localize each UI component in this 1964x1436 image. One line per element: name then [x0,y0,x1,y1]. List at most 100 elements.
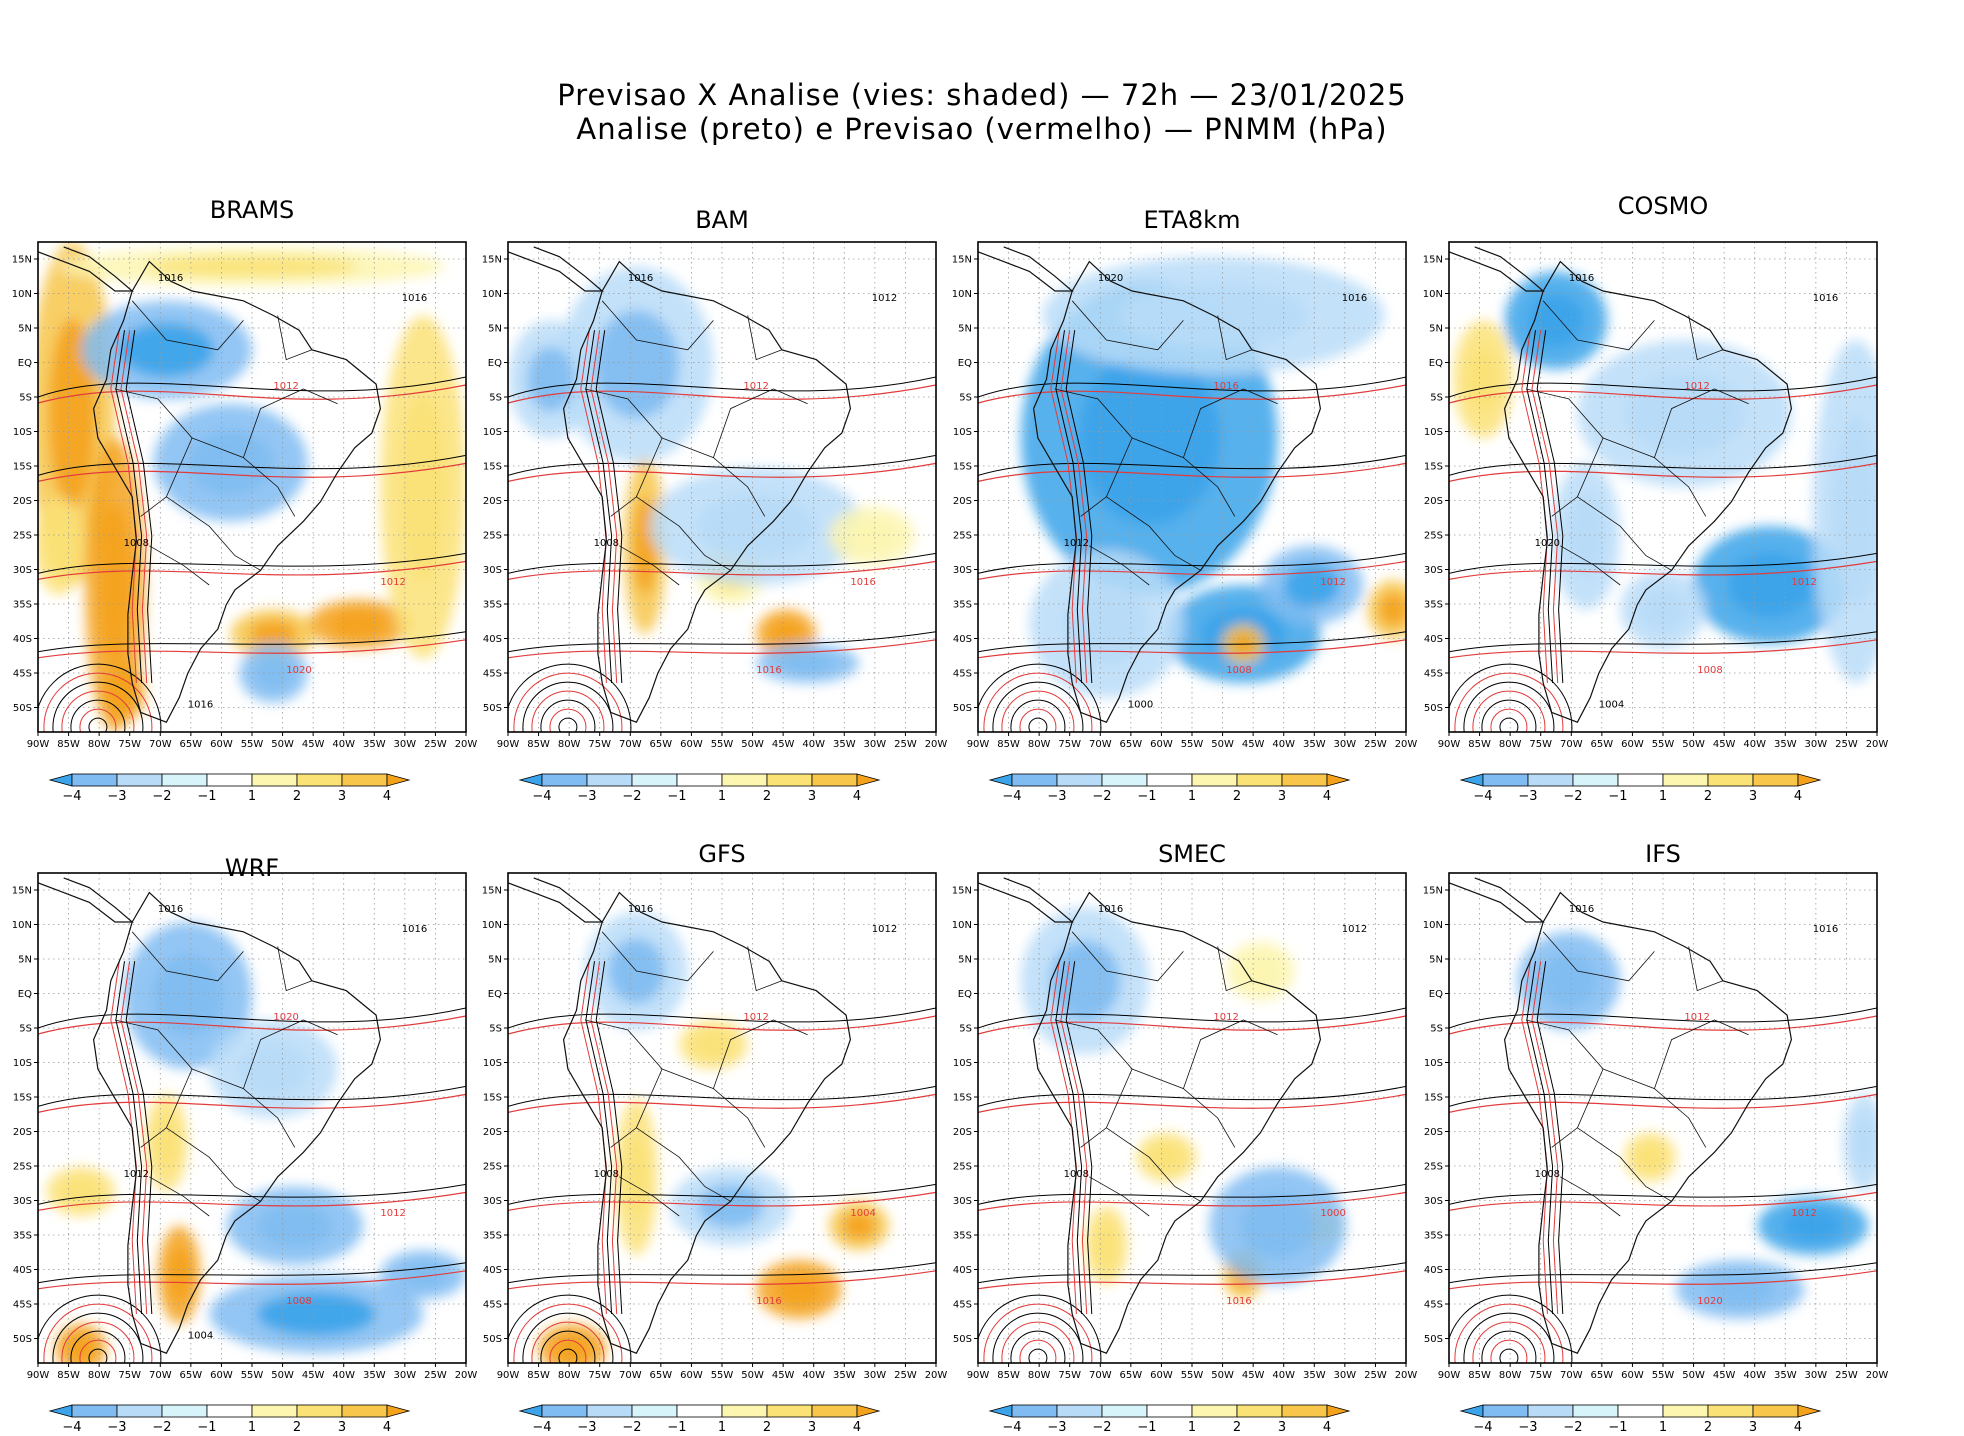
colorbar-arrow-right [856,773,881,787]
lat-tick-label: EQ [18,989,32,1000]
lon-tick-label: 90W [27,1370,50,1381]
lon-tick-label: 20W [455,739,478,750]
country-border [1654,388,1749,458]
lat-tick-label: 35S [1424,1231,1443,1242]
analysis-isobar [508,1007,936,1029]
lon-tick-label: 55W [241,1370,264,1381]
colorbar-label: 1 [1188,789,1196,804]
colorbar-segment [341,1404,388,1418]
low-pressure-contour [978,1294,1102,1363]
colorbar-label: 2 [763,1420,771,1435]
lon-tick-label: 55W [711,1370,734,1381]
colorbar-segment [206,1404,253,1418]
central-america-coastline [1449,246,1545,292]
colorbar-label: 3 [1749,789,1757,804]
forecast-isobar [1449,1015,1877,1035]
bias-blob-core [842,1212,876,1240]
isobar-label: 1016 [756,665,781,676]
bias-blob-core [48,319,96,508]
country-border [619,1176,680,1217]
isobar-label: 1016 [628,273,653,284]
lat-tick-label: 50S [483,1334,502,1345]
colorbar-label: −1 [197,1420,216,1435]
colorbar-segment [1011,1404,1058,1418]
lat-tick-label: 15N [12,255,32,266]
low-pressure-contour [1463,1312,1555,1363]
colorbar-segment [676,773,723,787]
low-pressure-contour [52,681,144,732]
isobar-label: 1016 [402,293,427,304]
lon-tick-label: 20W [925,1370,948,1381]
low-pressure-contour [1454,1303,1564,1363]
lat-tick-label: 15S [953,1093,972,1104]
andes-isobar [1536,330,1564,684]
lat-tick-label: 5N [1429,955,1443,966]
forecast-isobar [38,1015,466,1035]
low-pressure-contour [88,717,108,732]
country-border [636,1127,731,1202]
isobar-label: 1016 [1569,273,1594,284]
colorbar-segment [1617,1404,1664,1418]
lat-tick-label: 15S [13,1093,32,1104]
country-border [1183,1019,1278,1089]
isobar-label: 1016 [1226,1296,1251,1307]
lon-tick-label: 75W [588,1370,611,1381]
forecast-isobar [508,639,936,659]
colorbar-segment [341,773,388,787]
colorbar-arrow-left [988,773,1013,787]
lon-tick-label: 70W [1089,1370,1112,1381]
isobar-label: 1012 [1684,381,1709,392]
analysis-isobar [508,376,936,398]
colorbar-segment [71,773,118,787]
forecast-isobar [508,462,936,482]
colorbar-label: 1 [248,789,256,804]
bias-blob-core [1636,1143,1665,1171]
colorbar-segment [206,773,253,787]
bias-blob-core [1782,1209,1844,1242]
colorbar-label: 2 [1233,789,1241,804]
lat-tick-label: 20S [1424,1127,1443,1138]
country-border [713,1019,808,1089]
low-pressure-contour [540,699,596,732]
lat-tick-label: 5N [958,324,972,335]
isobar-label: 1016 [1342,293,1367,304]
lon-tick-label: 75W [1058,1370,1081,1381]
lon-tick-label: 50W [1211,1370,1234,1381]
colorbar-label: −4 [1002,789,1021,804]
lat-tick-label: 15N [1423,886,1443,897]
lat-tick-label: 10S [13,1058,32,1069]
isobar-label: 1012 [273,381,298,392]
andes-isobar [120,961,148,1315]
lon-tick-label: 40W [802,739,825,750]
bias-blob-core [119,322,214,377]
colorbar-label: −2 [152,789,171,804]
lat-tick-label: 5S [959,1024,972,1035]
lat-tick-label: 10N [482,289,502,300]
lat-tick-label: 15S [1424,462,1443,473]
south-america-coastline [92,891,382,1354]
lat-tick-label: 5S [489,1024,502,1035]
low-pressure-contour [1449,663,1573,732]
south-america-coastline [562,891,852,1354]
isobar-label: 1008 [124,538,149,549]
isobar-label: 1012 [1320,577,1345,588]
map-panel-bam: 1016 1012 1008 1016 1012 1016 15N 10N 5N EQ 5S 10S 1… [482,241,947,804]
lat-tick-label: EQ [488,989,502,1000]
colorbar-label: −4 [532,789,551,804]
lon-tick-label: 45W [772,739,795,750]
colorbar-segment [251,1404,298,1418]
lon-tick-label: 65W [1591,739,1614,750]
lon-tick-label: 90W [967,739,990,750]
colorbar-label: 1 [718,789,726,804]
colorbar-label: 3 [808,1420,816,1435]
bias-colorbar: −4 −3 −2 −1 1 2 3 4 [988,773,1351,804]
isobar-label: 1012 [1213,1012,1238,1023]
colorbar-segment [1707,773,1754,787]
bias-blob-core [1094,1223,1119,1267]
colorbar-segment [676,1404,723,1418]
isobar-label: 1016 [1213,381,1238,392]
lon-tick-label: 25W [1364,739,1387,750]
country-border [277,946,313,992]
country-border [1542,300,1655,351]
central-america-coastline [508,246,604,292]
